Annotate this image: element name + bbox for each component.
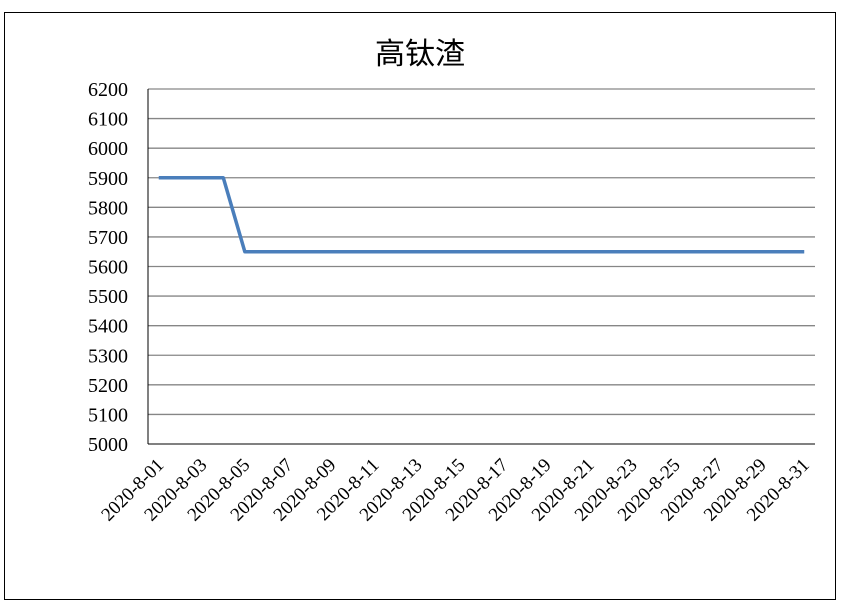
series-line — [158, 176, 805, 254]
y-tick-label: 5200 — [88, 375, 128, 397]
y-tick-label: 5600 — [88, 257, 128, 279]
y-tick-label: 5700 — [88, 227, 128, 249]
y-tick-label: 5400 — [88, 316, 128, 338]
y-tick-label: 6000 — [88, 138, 128, 160]
y-tick-label: 6100 — [88, 109, 128, 131]
y-tick-label: 6200 — [88, 79, 128, 101]
y-tick-label: 5500 — [88, 286, 128, 308]
y-tick-label: 5000 — [88, 434, 128, 456]
chart-title: 高钛渣 — [375, 37, 465, 72]
y-tick-label: 5100 — [88, 404, 128, 426]
chart-frame — [4, 12, 836, 600]
y-tick-label: 5900 — [88, 168, 128, 190]
y-tick-label: 5300 — [88, 345, 128, 367]
y-tick-label: 5800 — [88, 197, 128, 219]
